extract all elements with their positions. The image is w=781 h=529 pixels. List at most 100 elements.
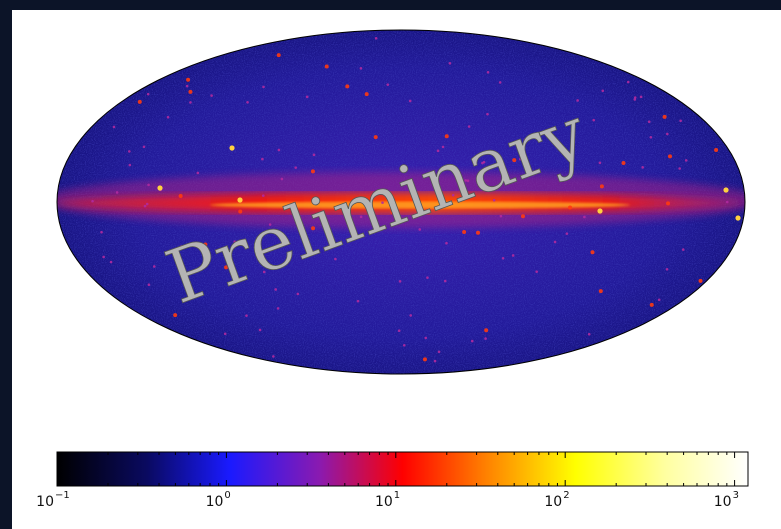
point-source bbox=[568, 205, 573, 210]
point-source bbox=[276, 53, 281, 58]
point-source bbox=[657, 298, 661, 302]
point-source bbox=[258, 328, 262, 332]
point-source bbox=[152, 265, 156, 268]
point-source bbox=[233, 240, 237, 243]
point-source bbox=[280, 177, 284, 181]
point-source bbox=[441, 145, 445, 149]
point-source bbox=[626, 80, 630, 84]
point-source bbox=[649, 135, 653, 139]
point-source bbox=[100, 230, 103, 234]
point-source bbox=[647, 120, 651, 124]
point-source bbox=[311, 226, 316, 231]
point-source bbox=[482, 160, 486, 164]
point-source bbox=[681, 248, 685, 251]
bright-source bbox=[237, 197, 243, 203]
point-source bbox=[583, 215, 586, 219]
point-source bbox=[535, 270, 538, 273]
point-source bbox=[451, 193, 455, 197]
point-source bbox=[402, 344, 406, 347]
bright-source bbox=[229, 145, 235, 151]
colorbar-tick-label: 10 bbox=[544, 494, 562, 510]
point-source bbox=[128, 163, 132, 167]
colorbar-tick-label: 10 bbox=[206, 494, 224, 510]
colorbar-tick-label: 10 bbox=[375, 494, 393, 510]
point-source bbox=[467, 125, 471, 128]
point-source bbox=[436, 149, 440, 153]
bright-source bbox=[597, 208, 603, 214]
point-source bbox=[262, 85, 265, 89]
point-source bbox=[109, 260, 113, 264]
point-sources bbox=[91, 36, 741, 363]
point-source bbox=[115, 191, 119, 194]
point-source bbox=[310, 169, 315, 174]
point-source bbox=[137, 99, 142, 104]
point-source bbox=[276, 307, 280, 310]
point-source bbox=[445, 241, 448, 245]
point-source bbox=[501, 256, 505, 260]
colorbar-axis: 10 −1 10 0 10 1 10 2 10 3 bbox=[36, 452, 739, 510]
point-source bbox=[665, 268, 669, 271]
point-source bbox=[397, 329, 401, 332]
point-source bbox=[180, 245, 183, 248]
point-source bbox=[143, 204, 147, 208]
sky-map bbox=[57, 30, 745, 374]
point-source bbox=[146, 92, 150, 96]
point-source bbox=[666, 201, 671, 206]
point-source bbox=[128, 150, 131, 153]
point-source bbox=[381, 201, 384, 204]
point-source bbox=[409, 314, 413, 317]
point-source bbox=[408, 99, 412, 103]
point-source bbox=[590, 250, 595, 255]
point-source bbox=[512, 158, 517, 163]
point-source bbox=[373, 135, 378, 140]
colorbar-tick-exponent: −1 bbox=[55, 490, 70, 501]
point-source bbox=[409, 197, 414, 202]
sky-outline bbox=[56, 29, 746, 375]
point-source bbox=[305, 95, 309, 99]
point-source bbox=[203, 242, 208, 247]
point-source bbox=[486, 70, 490, 74]
point-source bbox=[268, 223, 272, 226]
point-source bbox=[238, 209, 243, 214]
point-source bbox=[679, 119, 682, 123]
point-source bbox=[698, 278, 703, 283]
point-source bbox=[324, 64, 329, 69]
point-source bbox=[359, 67, 363, 70]
point-source bbox=[112, 125, 116, 129]
point-source bbox=[492, 198, 496, 202]
bright-source bbox=[723, 187, 729, 193]
point-source bbox=[633, 96, 637, 99]
point-source bbox=[334, 257, 337, 261]
point-source bbox=[189, 101, 192, 104]
point-source bbox=[601, 89, 605, 93]
colorbar-tick-exponent: 1 bbox=[394, 490, 400, 501]
point-source bbox=[519, 157, 522, 161]
point-source bbox=[102, 255, 105, 259]
colorbar-tick-exponent: 0 bbox=[224, 490, 230, 501]
point-source bbox=[261, 194, 265, 197]
point-source bbox=[386, 83, 390, 86]
point-source bbox=[356, 299, 360, 303]
point-source bbox=[666, 132, 669, 136]
point-source bbox=[511, 254, 515, 257]
point-source bbox=[470, 339, 474, 343]
point-source bbox=[145, 202, 149, 206]
point-source bbox=[142, 145, 146, 149]
point-source bbox=[277, 148, 281, 152]
point-source bbox=[91, 199, 94, 203]
point-source bbox=[147, 283, 151, 286]
point-source bbox=[462, 230, 467, 235]
point-source bbox=[639, 95, 643, 99]
point-source bbox=[261, 157, 264, 161]
point-source bbox=[223, 332, 227, 336]
point-source bbox=[484, 337, 487, 340]
point-source bbox=[186, 77, 191, 82]
point-source bbox=[364, 92, 369, 97]
point-source bbox=[684, 159, 688, 162]
point-source bbox=[424, 336, 428, 340]
point-source bbox=[224, 265, 229, 270]
bright-source bbox=[735, 215, 741, 221]
point-source bbox=[598, 161, 602, 165]
point-source bbox=[565, 232, 569, 235]
